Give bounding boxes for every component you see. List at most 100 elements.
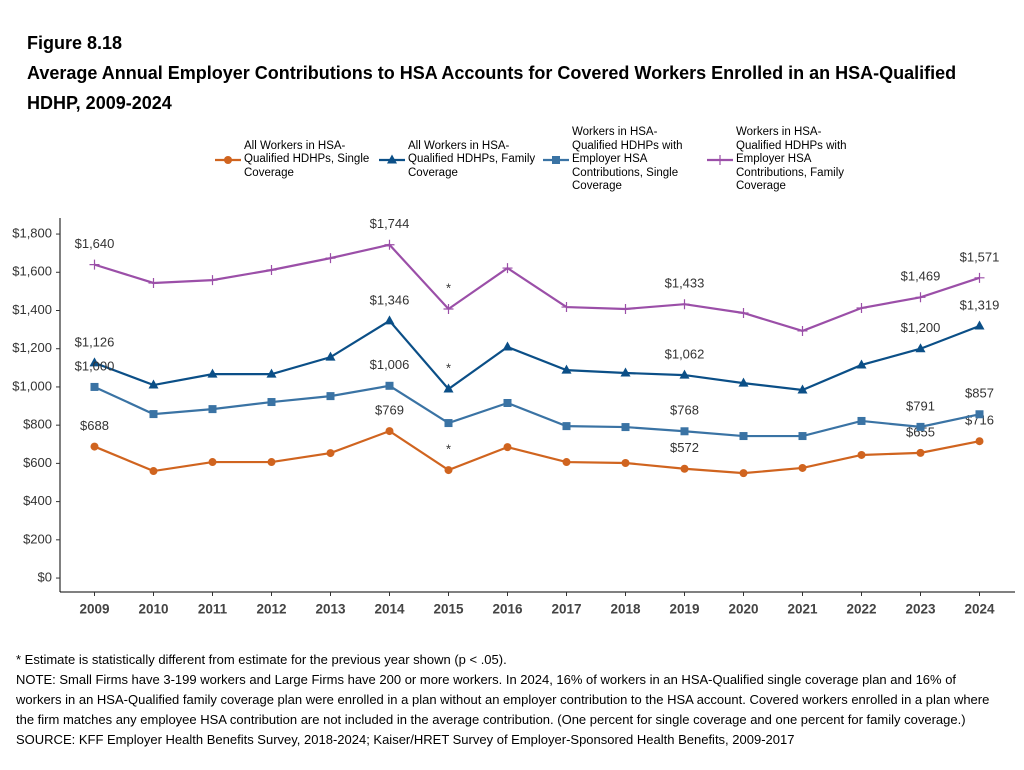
point <box>857 450 866 459</box>
point <box>915 343 926 353</box>
point <box>444 419 453 428</box>
data-label: $1,000 <box>75 358 115 373</box>
point <box>857 416 866 425</box>
x-tick-label: 2024 <box>964 602 995 617</box>
x-tick-label: 2009 <box>79 602 109 617</box>
notes: * Estimate is statistically different fr… <box>16 650 991 750</box>
point <box>90 382 99 391</box>
note: SOURCE: KFF Employer Health Benefits Sur… <box>16 732 795 747</box>
point <box>739 469 748 478</box>
point <box>552 156 560 164</box>
point <box>502 341 513 351</box>
point <box>503 398 512 407</box>
data-label: $1,469 <box>901 269 941 284</box>
x-tick-label: 2011 <box>198 602 228 617</box>
point <box>387 154 397 164</box>
point <box>443 383 454 393</box>
series: $1,000 $1,006 $768 $791 $857 <box>75 357 994 441</box>
data-label: $857 <box>965 386 994 401</box>
point <box>149 467 158 476</box>
point <box>326 449 335 458</box>
point <box>797 384 808 394</box>
x-tick-label: 2012 <box>256 602 286 617</box>
point <box>149 410 158 419</box>
point <box>266 368 277 378</box>
legend-label: Workers in HSA-Qualified HDHPs with Empl… <box>572 126 683 193</box>
data-label: * <box>446 280 451 295</box>
point <box>325 351 336 361</box>
line <box>94 243 980 333</box>
x-tick-label: 2013 <box>315 602 346 617</box>
point <box>89 259 100 270</box>
legend-label: All Workers in HSA-Qualified HDHPs, Sing… <box>244 139 370 179</box>
x-tick-label: 2015 <box>433 602 464 617</box>
point <box>561 364 572 374</box>
point <box>738 307 749 318</box>
point <box>267 398 276 407</box>
point <box>680 427 689 436</box>
data-label: * <box>446 360 451 375</box>
point <box>621 459 630 468</box>
point <box>621 423 630 432</box>
point <box>715 155 725 165</box>
legend: All Workers in HSA-Qualified HDHPs, Sing… <box>214 125 870 195</box>
point <box>916 448 925 457</box>
x-tick-label: 2021 <box>787 602 818 617</box>
data-label: $1,640 <box>75 236 115 251</box>
point <box>443 303 454 314</box>
chart: $0 $200 $400 $600 $800 $1,000 $1,200 $1,400 $1,6… <box>12 216 1015 617</box>
point <box>562 422 571 431</box>
point <box>207 275 218 286</box>
point <box>148 277 159 288</box>
data-label: $1,200 <box>901 320 941 335</box>
series: $1,640 $1,744 * $1,433 $1,469 $1,571 <box>75 216 1000 336</box>
point <box>915 292 926 303</box>
note: * Estimate is statistically different fr… <box>16 652 507 667</box>
point <box>974 272 985 283</box>
legend-item: All Workers in HSA-Qualified HDHPs, Fami… <box>378 140 538 181</box>
data-label: * <box>446 442 451 457</box>
point <box>384 315 395 325</box>
point <box>620 303 631 314</box>
point <box>503 443 512 452</box>
legend-label: Workers in HSA-Qualified HDHPs with Empl… <box>736 126 847 193</box>
point <box>975 437 984 446</box>
legend-swatch <box>379 154 405 164</box>
point <box>208 458 217 467</box>
point <box>974 320 985 330</box>
data-label: $688 <box>80 418 109 433</box>
legend-label: All Workers in HSA-Qualified HDHPs, Fami… <box>408 139 536 179</box>
point <box>148 379 159 389</box>
y-tick-label: $600 <box>23 455 52 470</box>
point <box>89 357 100 367</box>
point <box>679 299 690 310</box>
point <box>207 368 218 378</box>
x-tick-label: 2020 <box>728 602 758 617</box>
legend-swatch <box>543 156 569 164</box>
data-label: $1,744 <box>370 216 410 231</box>
data-label: $1,319 <box>960 297 1000 312</box>
y-tick-label: $800 <box>23 417 52 432</box>
data-label: $1,126 <box>75 334 115 349</box>
data-label: $1,346 <box>370 292 410 307</box>
point <box>680 464 689 473</box>
point <box>561 302 572 313</box>
figure-number: Figure 8.18 <box>27 33 123 53</box>
data-label: $572 <box>670 440 699 455</box>
data-label: $1,433 <box>665 276 705 291</box>
legend-item: Workers in HSA-Qualified HDHPs with Empl… <box>542 126 702 194</box>
point <box>385 381 394 390</box>
point <box>738 377 749 387</box>
legend-item: All Workers in HSA-Qualified HDHPs, Sing… <box>214 140 374 181</box>
point <box>856 359 867 369</box>
point <box>444 466 453 475</box>
data-label: $1,571 <box>960 249 1000 264</box>
line <box>94 319 980 392</box>
point <box>224 156 232 164</box>
y-tick-label: $1,000 <box>12 378 52 393</box>
x-tick-label: 2022 <box>846 602 876 617</box>
x-tick-label: 2019 <box>669 602 699 617</box>
legend-swatch <box>215 156 241 164</box>
note: NOTE: Small Firms have 3-199 workers and… <box>16 672 990 727</box>
